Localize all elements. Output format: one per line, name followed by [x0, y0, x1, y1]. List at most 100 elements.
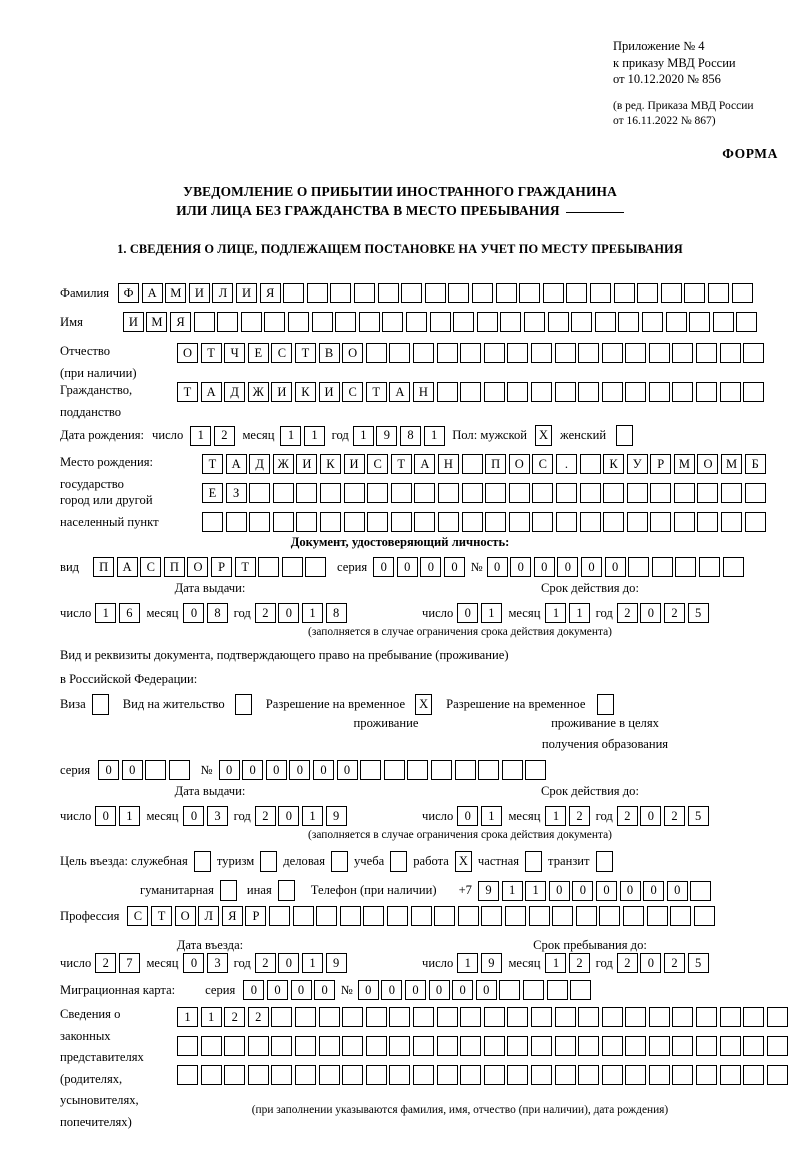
input-cell[interactable]	[249, 483, 271, 503]
input-cell[interactable]: 2	[569, 806, 591, 826]
input-cell[interactable]: 0	[98, 760, 120, 780]
input-cell[interactable]: 0	[510, 557, 532, 577]
input-cell[interactable]: 2	[254, 806, 276, 826]
input-cell[interactable]	[554, 1065, 576, 1085]
input-cell[interactable]	[453, 312, 475, 332]
input-cell[interactable]	[367, 483, 389, 503]
input-cell[interactable]: Т	[177, 382, 198, 402]
input-cell[interactable]	[578, 1007, 600, 1027]
input-cell[interactable]	[436, 1065, 458, 1085]
input-cell[interactable]: 3	[207, 953, 229, 973]
input-cell[interactable]	[437, 512, 459, 532]
input-cell[interactable]	[247, 1036, 269, 1056]
input-cell[interactable]	[650, 512, 672, 532]
input-cell[interactable]	[507, 1036, 529, 1056]
sex-female-checkbox[interactable]	[616, 425, 634, 446]
input-cell[interactable]	[601, 343, 623, 363]
input-cell[interactable]: 1	[545, 806, 567, 826]
input-cell[interactable]: 2	[569, 953, 591, 973]
input-cell[interactable]: И	[188, 283, 210, 303]
input-cell[interactable]: 0	[443, 557, 465, 577]
input-cell[interactable]	[247, 1065, 269, 1085]
input-cell[interactable]	[272, 483, 294, 503]
input-cell[interactable]	[672, 1065, 694, 1085]
input-cell[interactable]: Ф	[118, 283, 140, 303]
input-cell[interactable]: П	[163, 557, 185, 577]
input-cell[interactable]	[530, 382, 552, 402]
input-cell[interactable]: 2	[616, 806, 638, 826]
input-cell[interactable]	[532, 512, 554, 532]
input-cell[interactable]	[672, 343, 694, 363]
input-cell[interactable]	[224, 1036, 246, 1056]
input-cell[interactable]	[532, 483, 554, 503]
input-cell[interactable]	[342, 1007, 364, 1027]
input-cell[interactable]: С	[532, 454, 554, 474]
input-cell[interactable]	[672, 1007, 694, 1027]
input-cell[interactable]: 1	[280, 425, 302, 446]
input-cell[interactable]: 1	[457, 953, 479, 973]
input-cell[interactable]	[460, 382, 482, 402]
input-cell[interactable]: 2	[254, 953, 276, 973]
input-cell[interactable]: М	[146, 312, 168, 332]
input-cell[interactable]: 0	[243, 980, 265, 1000]
input-cell[interactable]: 1	[118, 806, 140, 826]
input-cell[interactable]	[283, 283, 305, 303]
input-cell[interactable]	[675, 557, 697, 577]
temp-residence-checkbox[interactable]: X	[415, 694, 433, 715]
input-cell[interactable]: 9	[325, 953, 347, 973]
input-cell[interactable]: 9	[480, 953, 502, 973]
input-cell[interactable]	[648, 382, 670, 402]
input-cell[interactable]: 0	[242, 760, 264, 780]
input-cell[interactable]	[554, 343, 576, 363]
input-cell[interactable]: Т	[365, 382, 387, 402]
input-cell[interactable]: 0	[640, 603, 662, 623]
input-cell[interactable]	[690, 880, 712, 901]
input-cell[interactable]: 1	[190, 425, 212, 446]
input-cell[interactable]: 9	[376, 425, 398, 446]
input-cell[interactable]: И	[271, 382, 293, 402]
input-cell[interactable]	[224, 1065, 246, 1085]
input-cell[interactable]: 0	[121, 760, 143, 780]
input-cell[interactable]	[554, 1007, 576, 1027]
input-cell[interactable]	[697, 512, 719, 532]
input-cell[interactable]	[601, 1007, 623, 1027]
input-cell[interactable]	[294, 1007, 316, 1027]
input-cell[interactable]: 9	[325, 806, 347, 826]
input-cell[interactable]	[507, 1065, 529, 1085]
input-cell[interactable]: 0	[357, 980, 379, 1000]
input-cell[interactable]: Л	[212, 283, 234, 303]
input-cell[interactable]	[335, 312, 357, 332]
input-cell[interactable]	[555, 512, 577, 532]
input-cell[interactable]: 0	[457, 806, 479, 826]
input-cell[interactable]	[483, 1065, 505, 1085]
input-cell[interactable]	[601, 1065, 623, 1085]
input-cell[interactable]	[448, 283, 470, 303]
input-cell[interactable]	[578, 382, 600, 402]
input-cell[interactable]	[389, 1065, 411, 1085]
input-cell[interactable]: Я	[170, 312, 192, 332]
purpose-other-checkbox[interactable]	[277, 880, 295, 901]
input-cell[interactable]	[294, 1065, 316, 1085]
input-cell[interactable]	[360, 760, 382, 780]
input-cell[interactable]: 0	[640, 953, 662, 973]
input-cell[interactable]: 2	[224, 1007, 246, 1027]
input-cell[interactable]	[483, 382, 505, 402]
input-cell[interactable]	[461, 483, 483, 503]
input-cell[interactable]	[648, 343, 670, 363]
input-cell[interactable]: 0	[404, 980, 426, 1000]
input-cell[interactable]: Т	[202, 454, 223, 474]
input-cell[interactable]: 0	[475, 980, 497, 1000]
input-cell[interactable]: С	[140, 557, 162, 577]
input-cell[interactable]	[410, 906, 432, 926]
input-cell[interactable]: П	[93, 557, 115, 577]
input-cell[interactable]	[719, 1036, 741, 1056]
input-cell[interactable]: 8	[207, 603, 229, 623]
input-cell[interactable]	[578, 1065, 600, 1085]
input-cell[interactable]	[330, 283, 352, 303]
input-cell[interactable]	[429, 312, 451, 332]
input-cell[interactable]: Т	[151, 906, 173, 926]
input-cell[interactable]	[269, 906, 291, 926]
input-cell[interactable]	[434, 906, 456, 926]
input-cell[interactable]	[271, 1007, 293, 1027]
purpose-humanitarian-checkbox[interactable]	[219, 880, 237, 901]
